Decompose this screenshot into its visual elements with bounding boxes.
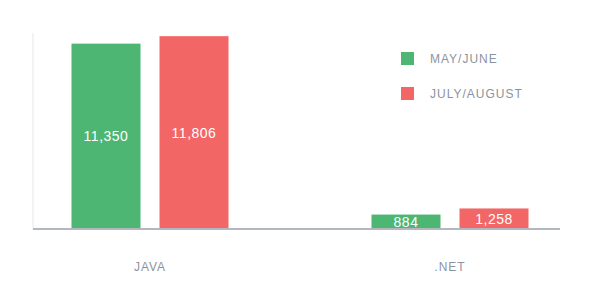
bar: [460, 208, 529, 229]
x-tick: JAVA: [134, 260, 166, 274]
data-label: 884: [394, 214, 419, 230]
bar: [160, 36, 229, 229]
bar: [72, 44, 141, 229]
legend-swatch: [401, 87, 414, 100]
x-tick-label: .NET: [434, 260, 465, 274]
x-tick-label: JAVA: [134, 260, 166, 274]
baseline: [33, 228, 560, 230]
data-label: 11,806: [172, 125, 217, 141]
chart-svg: 11,350 884 11,806 1,258 JAVA .NET MAY/JUNE JULY…: [0, 0, 601, 293]
legend-label: MAY/JUNE: [430, 52, 498, 66]
legend-swatch: [401, 52, 414, 65]
x-tick: .NET: [434, 260, 465, 274]
bar: [372, 215, 441, 229]
legend-label: JULY/AUGUST: [430, 87, 523, 101]
legend: MAY/JUNE JULY/AUGUST: [401, 52, 523, 101]
x-axis: JAVA .NET: [134, 260, 466, 274]
data-labels: 11,350 884 11,806 1,258: [84, 125, 513, 230]
y-axis-line: [33, 33, 34, 229]
data-label: 11,350: [84, 128, 129, 144]
bars: [72, 36, 529, 229]
chart-container: 11,350 884 11,806 1,258 JAVA .NET MAY/JUNE JULY…: [0, 0, 601, 293]
data-label: 1,258: [475, 211, 513, 227]
